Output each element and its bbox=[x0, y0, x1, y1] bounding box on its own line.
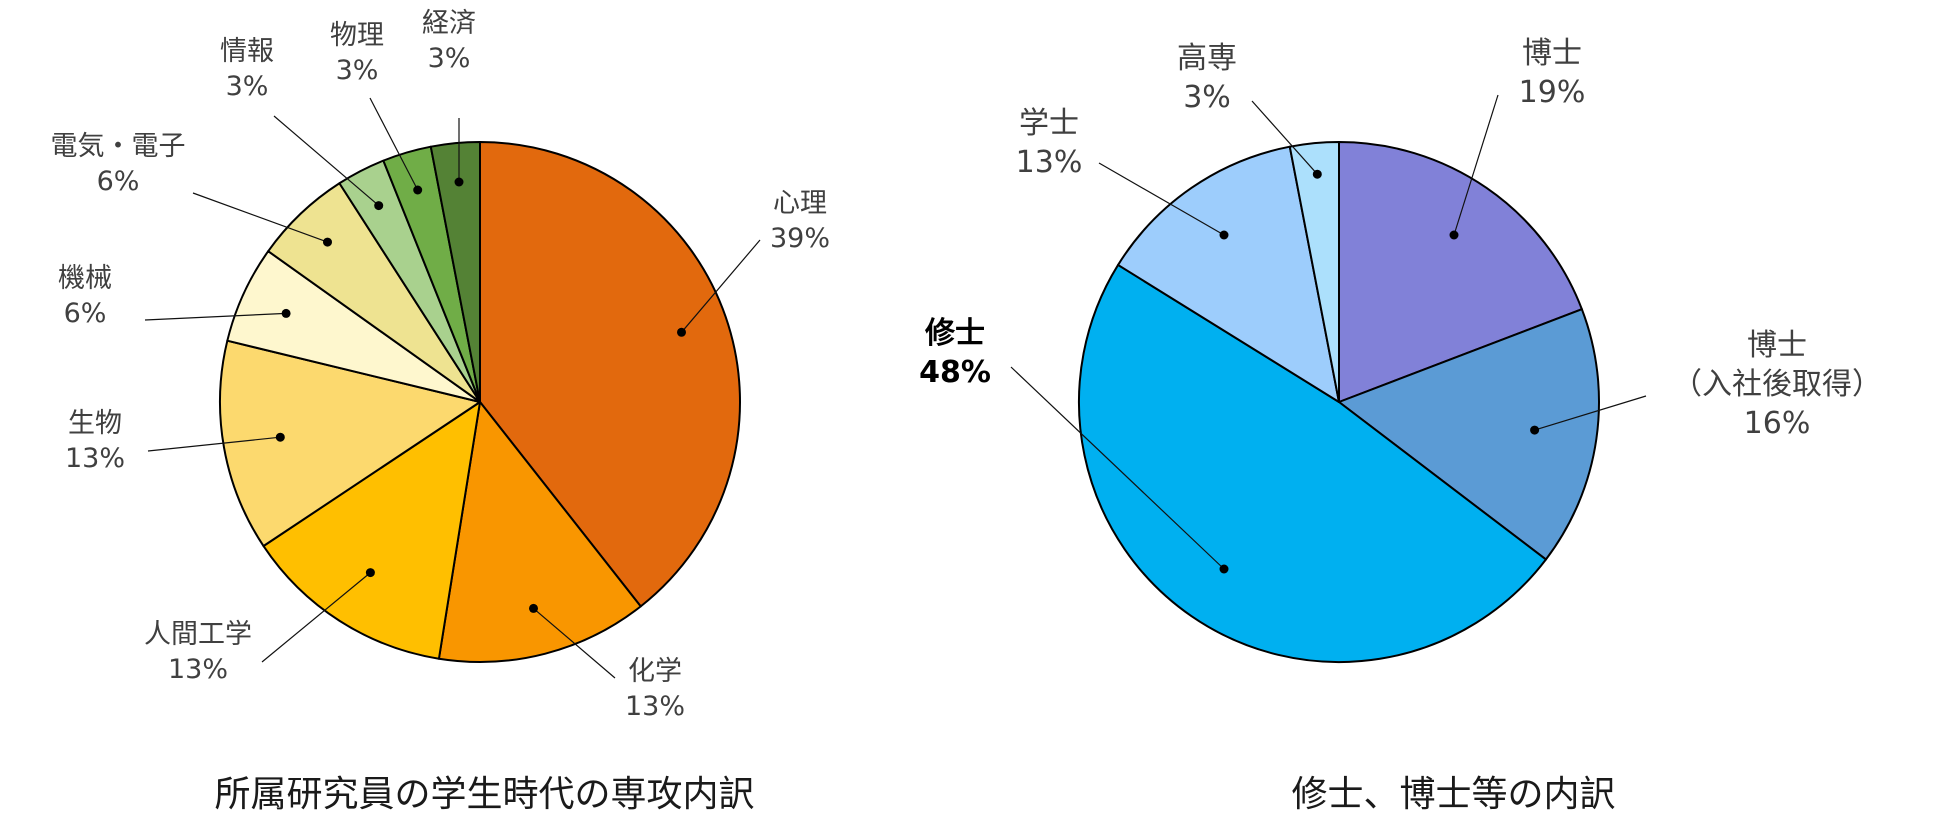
major-category-label-2: 人間工学 bbox=[144, 619, 252, 650]
major-leader-dot-3 bbox=[275, 432, 285, 442]
degree-leader-line-3 bbox=[1098, 162, 1225, 236]
degree-slice-3 bbox=[1117, 145, 1340, 403]
degree-category-label-1: （入社後取得） bbox=[1672, 367, 1882, 402]
major-value-label-4: 6% bbox=[64, 298, 107, 329]
major-value-label-5: 6% bbox=[97, 166, 140, 197]
major-category-label-7: 物理 bbox=[330, 20, 384, 51]
major-slice-3 bbox=[219, 339, 481, 548]
major-leader-line-7 bbox=[369, 97, 419, 191]
degree-value-label-1: 16% bbox=[1744, 406, 1811, 441]
major-value-label-0: 39% bbox=[770, 223, 830, 254]
degree-leader-dot-2 bbox=[1219, 564, 1229, 574]
major-category-label-8: 経済 bbox=[422, 8, 476, 39]
degree-leader-dot-3 bbox=[1219, 230, 1229, 240]
major-leader-dot-7 bbox=[413, 185, 423, 195]
major-slice-8 bbox=[429, 141, 481, 403]
degree-slice-1 bbox=[1338, 308, 1600, 561]
degree-value-label-3: 13% bbox=[1016, 145, 1083, 180]
major-category-label-5: 電気・電子 bbox=[51, 131, 186, 162]
degree-leader-dot-1 bbox=[1530, 425, 1540, 435]
degree-value-label-2: 48% bbox=[919, 355, 991, 390]
degree-leader-line-4 bbox=[1251, 100, 1318, 175]
major-slice-1 bbox=[437, 401, 642, 663]
major-value-label-7: 3% bbox=[336, 55, 379, 86]
degree-slice-4 bbox=[1288, 141, 1340, 403]
degree-breakdown-chart: 博士 19% 博士 （入社後取得） 16% 修士 48% 学士 13% 高専 3% 修士、博士等の内… bbox=[919, 0, 1938, 828]
major-slice-2 bbox=[262, 401, 481, 660]
major-pie-svg: 心理 39% 化学 13% 人間工学 13% 生物 13% 機械 6% 電気・電子 6% 情報 3% 物理 3… bbox=[51, 8, 831, 722]
major-value-label-8: 3% bbox=[428, 43, 471, 74]
degree-category-label-0: 博士 bbox=[1522, 36, 1582, 71]
major-category-label-6: 情報 bbox=[220, 36, 274, 67]
major-category-label-4: 機械 bbox=[58, 263, 112, 294]
major-leader-dot-5 bbox=[323, 237, 332, 247]
major-slice-0 bbox=[479, 141, 741, 608]
major-category-label-1: 化学 bbox=[628, 656, 682, 687]
degree-leader-line-0 bbox=[1453, 94, 1499, 236]
degree-pie-svg: 博士 19% 博士 （入社後取得） 16% 修士 48% 学士 13% 高専 3% bbox=[919, 36, 1882, 664]
major-leader-dot-8 bbox=[454, 177, 464, 187]
degree-leader-dot-0 bbox=[1449, 230, 1459, 240]
degree-leader-line-1 bbox=[1534, 395, 1647, 431]
degree-leader-line-2 bbox=[1010, 366, 1225, 570]
major-leader-dot-0 bbox=[677, 327, 686, 337]
degree-value-label-4: 3% bbox=[1183, 80, 1231, 115]
major-value-label-1: 13% bbox=[625, 691, 685, 722]
major-category-label-0: 心理 bbox=[773, 188, 827, 219]
degree-value-label-0: 19% bbox=[1519, 75, 1586, 110]
major-value-label-3: 13% bbox=[65, 443, 125, 474]
major-value-label-6: 3% bbox=[226, 71, 269, 102]
major-leader-line-3 bbox=[147, 436, 281, 452]
degree-category-label-4: 高専 bbox=[1177, 41, 1237, 76]
major-leader-line-1 bbox=[533, 607, 616, 679]
major-leader-dot-1 bbox=[529, 603, 538, 613]
major-leader-dot-6 bbox=[374, 201, 384, 211]
major-leader-line-6 bbox=[273, 115, 380, 207]
major-leader-line-0 bbox=[681, 239, 761, 333]
degree-category-label-3: 学士 bbox=[1019, 106, 1079, 141]
degree-slice-0 bbox=[1338, 141, 1583, 403]
major-leader-dot-2 bbox=[365, 568, 375, 578]
major-value-label-2: 13% bbox=[168, 654, 228, 685]
degree-chart-title: 修士、博士等の内訳 bbox=[1291, 774, 1616, 815]
major-category-label-3: 生物 bbox=[68, 408, 122, 439]
major-leader-line-4 bbox=[144, 312, 287, 321]
degree-category-label-2: 修士 bbox=[924, 316, 985, 351]
major-leader-line-5 bbox=[192, 192, 328, 243]
major-chart-title: 所属研究員の学生時代の専攻内訳 bbox=[214, 774, 755, 815]
degree-leader-dot-4 bbox=[1312, 169, 1322, 179]
major-breakdown-chart: 心理 39% 化学 13% 人間工学 13% 生物 13% 機械 6% 電気・電子 6% 情報 3% 物理 3… bbox=[51, 8, 831, 815]
degree-category-label-1: 博士 bbox=[1747, 328, 1807, 363]
major-leader-line-2 bbox=[261, 572, 371, 663]
major-leader-dot-4 bbox=[281, 308, 291, 318]
degree-slice-2 bbox=[1077, 263, 1547, 664]
